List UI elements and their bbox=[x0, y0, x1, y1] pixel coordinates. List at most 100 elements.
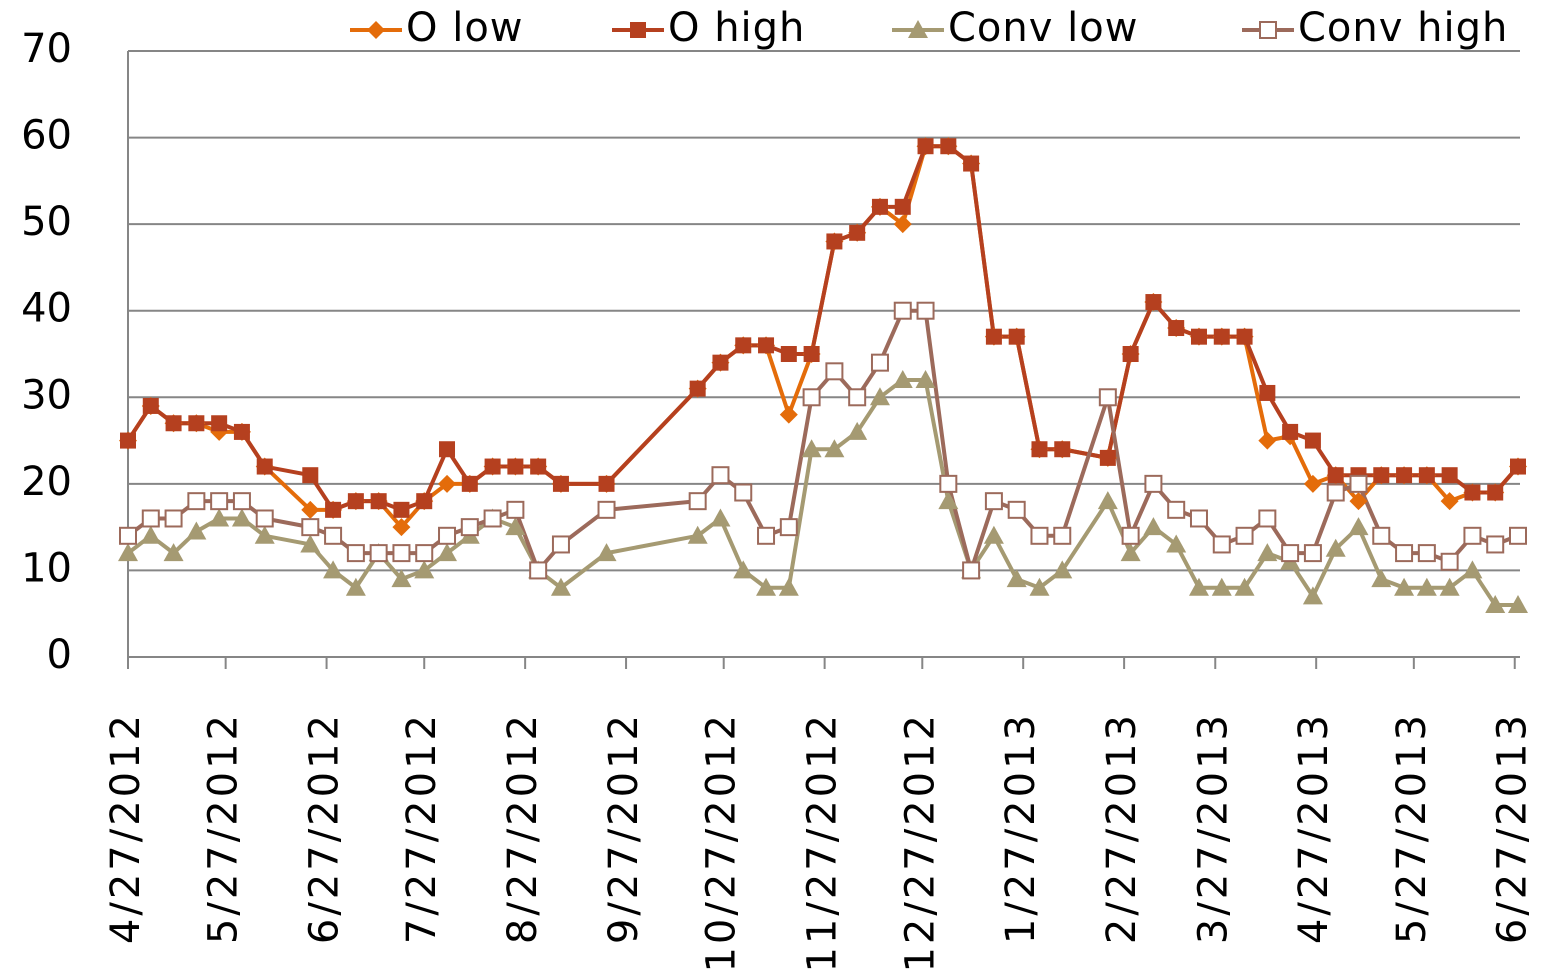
marker bbox=[120, 432, 136, 449]
y-tick-label: 20 bbox=[21, 459, 72, 505]
marker bbox=[301, 500, 320, 519]
marker bbox=[1120, 543, 1141, 562]
marker bbox=[233, 423, 250, 440]
y-tick-label: 0 bbox=[47, 632, 72, 678]
marker bbox=[1372, 526, 1391, 545]
marker bbox=[733, 560, 754, 579]
marker bbox=[1190, 328, 1207, 345]
marker bbox=[869, 387, 890, 406]
marker bbox=[778, 577, 799, 596]
marker bbox=[530, 458, 547, 475]
marker bbox=[962, 561, 981, 580]
marker bbox=[551, 535, 570, 554]
marker bbox=[550, 577, 571, 596]
marker bbox=[256, 458, 273, 475]
marker bbox=[758, 337, 775, 354]
marker bbox=[963, 155, 980, 172]
marker bbox=[165, 415, 182, 432]
marker bbox=[1189, 509, 1208, 528]
marker bbox=[1097, 491, 1118, 510]
marker bbox=[416, 493, 433, 510]
marker bbox=[1211, 577, 1232, 596]
x-tick-label: 7/27/2012 bbox=[399, 712, 445, 944]
series-line bbox=[126, 144, 1520, 530]
marker bbox=[211, 415, 228, 432]
marker bbox=[893, 215, 912, 234]
marker bbox=[209, 508, 230, 527]
marker bbox=[779, 405, 798, 424]
marker bbox=[1440, 552, 1459, 571]
marker bbox=[1188, 577, 1209, 596]
marker bbox=[1349, 492, 1368, 511]
marker bbox=[1031, 441, 1048, 458]
marker bbox=[461, 475, 478, 492]
marker bbox=[529, 561, 548, 580]
marker bbox=[630, 22, 646, 38]
marker bbox=[142, 397, 159, 414]
marker bbox=[1302, 586, 1323, 605]
marker bbox=[735, 337, 752, 354]
x-tick-label: 3/27/2013 bbox=[1190, 712, 1236, 944]
marker bbox=[1168, 320, 1185, 337]
marker bbox=[505, 517, 526, 536]
marker bbox=[1416, 577, 1437, 596]
y-tick-label: 70 bbox=[21, 26, 72, 72]
marker bbox=[1303, 474, 1322, 493]
marker bbox=[1395, 544, 1414, 563]
marker bbox=[392, 518, 411, 537]
marker bbox=[1098, 388, 1117, 407]
marker bbox=[392, 544, 411, 563]
marker bbox=[1143, 517, 1164, 536]
marker bbox=[210, 492, 229, 511]
marker bbox=[596, 543, 617, 562]
marker bbox=[439, 441, 456, 458]
marker bbox=[552, 475, 569, 492]
legend-item: Conv low bbox=[892, 5, 1138, 51]
marker bbox=[231, 508, 252, 527]
marker bbox=[415, 544, 434, 563]
marker bbox=[460, 518, 479, 537]
series-line bbox=[126, 377, 1518, 608]
marker bbox=[1396, 467, 1413, 484]
marker bbox=[1486, 535, 1505, 554]
marker bbox=[1282, 423, 1299, 440]
marker bbox=[915, 369, 936, 388]
marker bbox=[711, 466, 730, 485]
marker bbox=[1281, 544, 1300, 563]
x-tick-label: 2/27/2013 bbox=[1099, 712, 1145, 944]
marker bbox=[1487, 484, 1504, 501]
marker bbox=[232, 492, 251, 511]
legend-label: Conv low bbox=[948, 5, 1138, 51]
series-line bbox=[126, 144, 1520, 512]
marker bbox=[1166, 534, 1187, 553]
x-tick-label: 4/27/2013 bbox=[1291, 712, 1337, 944]
marker bbox=[1509, 526, 1527, 545]
marker bbox=[1510, 458, 1526, 475]
y-tick-label: 40 bbox=[21, 286, 72, 332]
x-tick-label: 12/27/2012 bbox=[897, 712, 943, 972]
x-tick-label: 5/27/2012 bbox=[201, 712, 247, 944]
marker bbox=[1144, 474, 1163, 493]
marker bbox=[118, 543, 138, 562]
marker bbox=[734, 483, 753, 502]
marker bbox=[345, 577, 366, 596]
marker bbox=[712, 354, 729, 371]
marker bbox=[1029, 577, 1050, 596]
legend-item: O low bbox=[350, 5, 523, 51]
marker bbox=[484, 458, 501, 475]
marker bbox=[414, 560, 435, 579]
marker bbox=[1236, 328, 1253, 345]
marker bbox=[780, 346, 797, 362]
marker bbox=[849, 224, 866, 241]
y-tick-label: 50 bbox=[21, 199, 72, 245]
marker bbox=[438, 474, 457, 493]
marker bbox=[847, 421, 868, 440]
marker bbox=[1054, 441, 1071, 458]
marker bbox=[1463, 526, 1482, 545]
marker bbox=[1303, 544, 1322, 563]
marker bbox=[1371, 569, 1392, 588]
marker bbox=[984, 492, 1003, 511]
marker bbox=[119, 526, 137, 545]
marker bbox=[1259, 384, 1276, 401]
x-tick-label: 11/27/2012 bbox=[800, 712, 846, 972]
